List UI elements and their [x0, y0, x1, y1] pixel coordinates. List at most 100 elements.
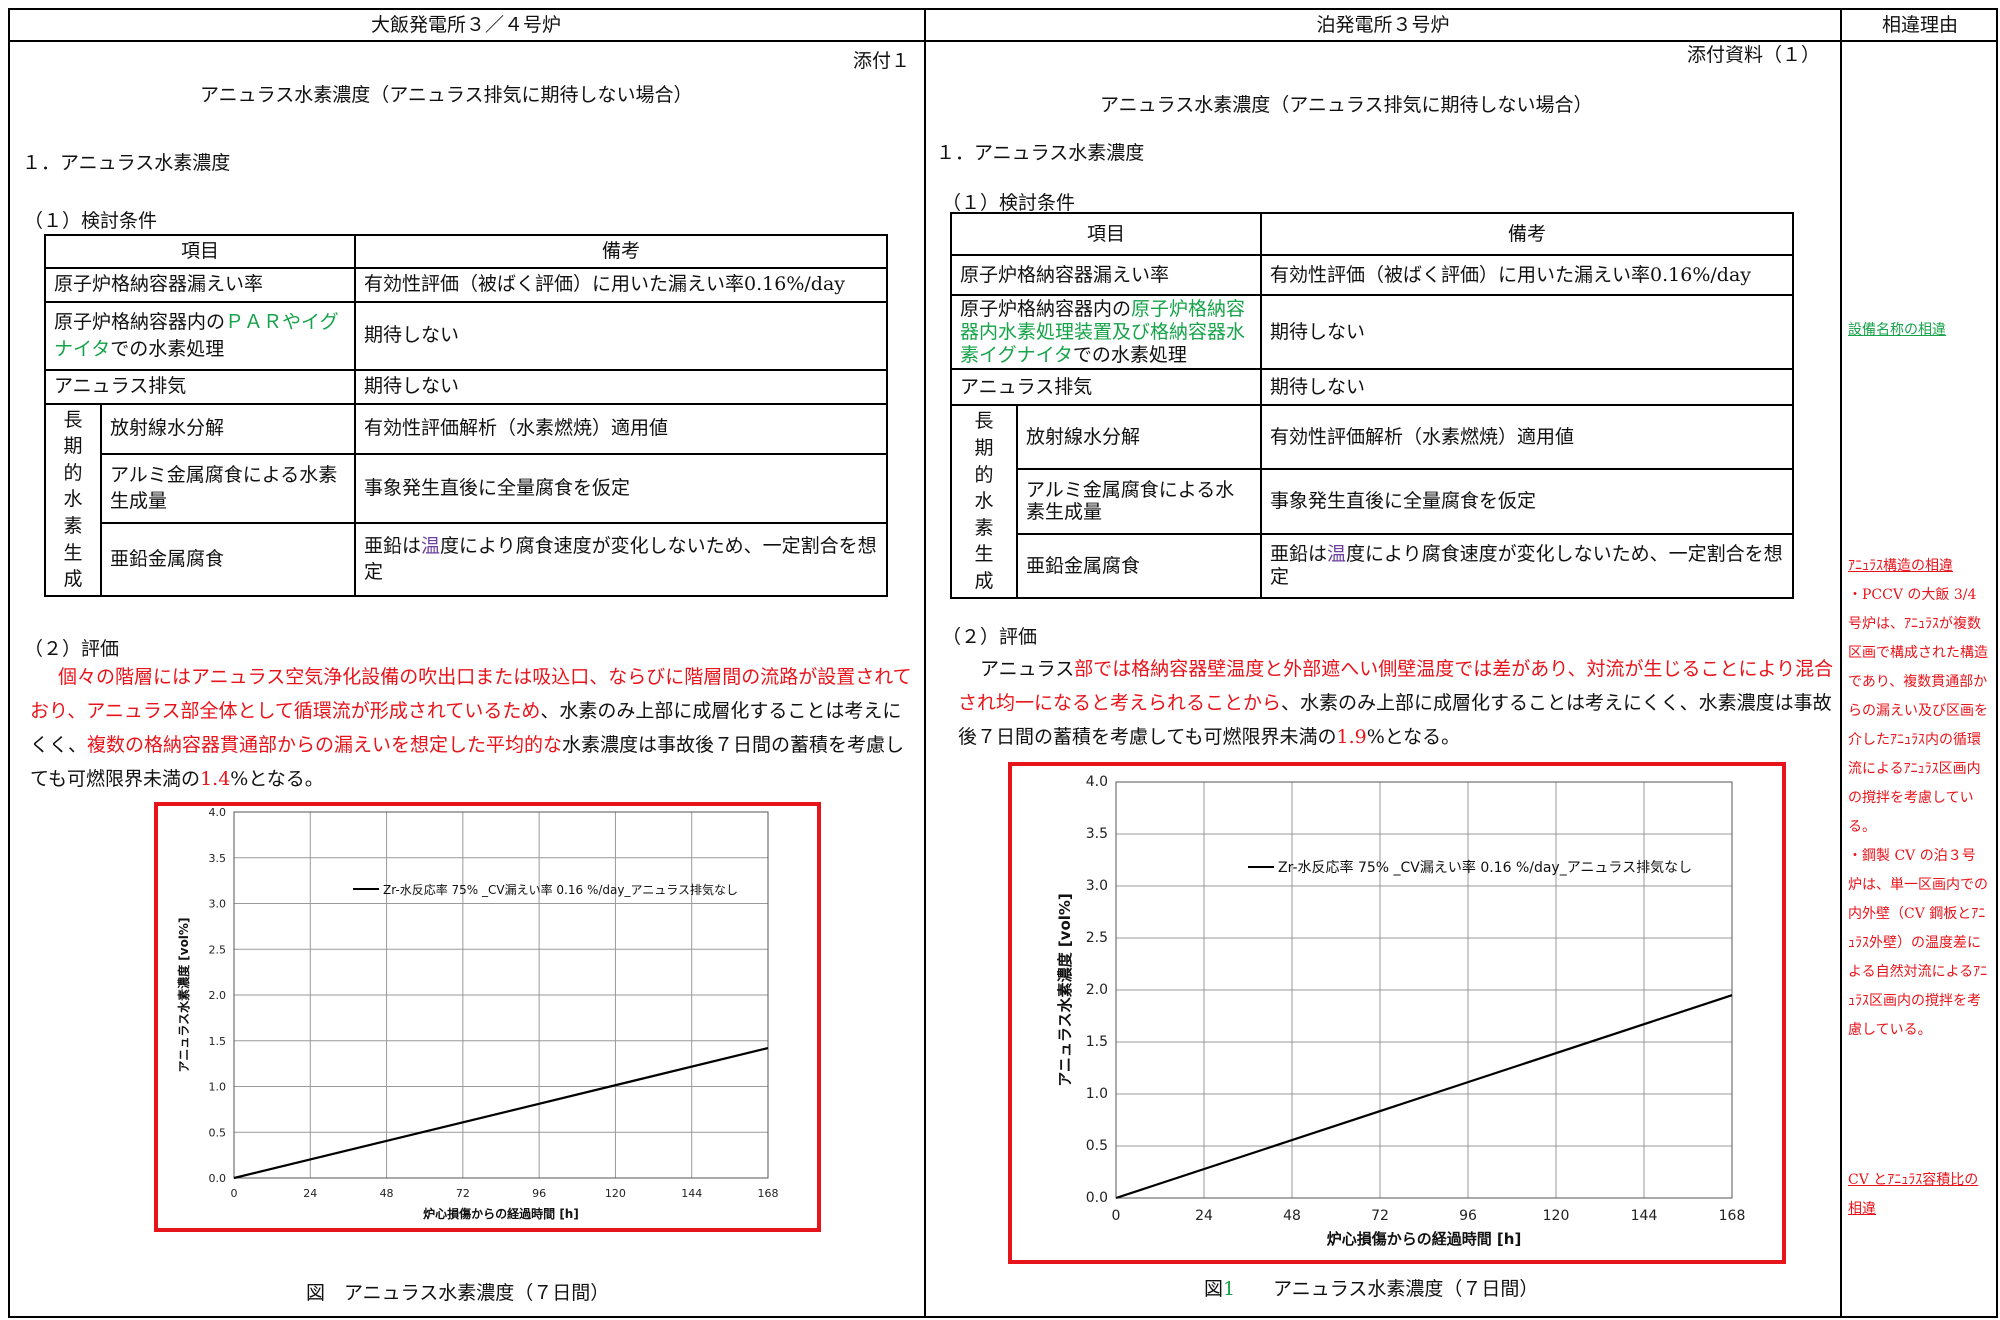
y-tick-label: 2.0 — [209, 989, 227, 1002]
table-cell: 原子炉格納容器漏えい率 — [949, 254, 1263, 296]
x-tick-label: 24 — [303, 1187, 317, 1200]
table-group-label: 長期的水素生成 — [44, 402, 102, 597]
middle-subsection-1: （１）検討条件 — [942, 192, 1076, 214]
table-cell: 有効性評価解析（水素燃焼）適用値 — [1260, 404, 1795, 470]
x-tick-label: 144 — [1631, 1208, 1658, 1224]
y-tick-label: 3.0 — [209, 898, 227, 911]
y-axis-label: アニュラス水素濃度 [vol%] — [1056, 893, 1074, 1087]
middle-chart: 0.0 0.5 1.0 1.5 2.0 2.5 3.0 3.5 4.0 0 24 48 72 96 120 1… — [1056, 774, 1746, 1248]
table-cell: 亜鉛金属腐食 — [1015, 533, 1263, 599]
left-figure-caption: 図 アニュラス水素濃度（７日間） — [306, 1282, 610, 1304]
y-tick-label: 4.0 — [209, 806, 227, 819]
legend-label: Zr-水反応率 75% _CV漏えい率 0.16 %/day_アニュラス排気なし — [1278, 859, 1692, 876]
y-tick-label: 0.0 — [1086, 1190, 1108, 1206]
table-group-label-text: 長期的水素生成 — [63, 408, 83, 591]
middle-attach-label: 添付資料（１） — [1686, 44, 1820, 66]
table-header-item: 項目 — [43, 234, 357, 269]
y-tick-label: 3.5 — [209, 852, 227, 865]
table-cell: 期待しない — [354, 368, 889, 405]
table-cell: 期待しない — [1260, 293, 1795, 371]
table-cell: 有効性評価（被ばく評価）に用いた漏えい率0.16%/day — [354, 266, 889, 303]
x-tick-label: 0 — [1112, 1208, 1121, 1224]
y-tick-label: 0.5 — [1086, 1138, 1108, 1154]
x-tick-label: 24 — [1195, 1208, 1213, 1224]
left-section-1: １．アニュラス水素濃度 — [22, 152, 231, 174]
header-ohi: 大飯発電所３／４号炉 — [370, 14, 561, 36]
table-header-remark: 備考 — [354, 234, 889, 269]
series-line — [1115, 994, 1733, 1200]
x-tick-label: 120 — [605, 1187, 626, 1200]
table-cell: 原子炉格納容器内のＰＡＲやイグナイタでの水素処理 — [43, 300, 357, 371]
y-tick-label: 1.0 — [1086, 1086, 1108, 1102]
x-tick-label: 168 — [1719, 1208, 1746, 1224]
y-tick-label: 2.5 — [209, 943, 227, 956]
table-cell: 亜鉛は温度により腐食速度が変化しないため、一定割合を想定 — [354, 521, 889, 597]
reason-facility-name: 設備名称の相違 — [1848, 322, 1946, 338]
x-axis-label: 炉心損傷からの経過時間 [h] — [423, 1206, 579, 1221]
table-cell: 有効性評価（被ばく評価）に用いた漏えい率0.16%/day — [1260, 254, 1795, 296]
y-tick-label: 4.0 — [1086, 774, 1108, 790]
table-cell: 期待しない — [354, 300, 889, 371]
column-divider — [924, 8, 926, 1318]
header-divider — [8, 40, 1998, 42]
middle-figure-caption: 図1 アニュラス水素濃度（７日間） — [1204, 1278, 1539, 1300]
x-tick-label: 72 — [1371, 1208, 1389, 1224]
reason-annulus-structure: ｱﾆｭﾗｽ構造の相違 ・PCCV の大飯 3/4 号炉は、ｱﾆｭﾗｽが複数区画で… — [1848, 558, 1988, 1038]
table-cell: 原子炉格納容器内の原子炉格納容器内水素処理装置及び格納容器水素イグナイタでの水素… — [949, 293, 1263, 371]
table-group-label: 長期的水素生成 — [950, 404, 1018, 599]
plot-area — [1115, 781, 1733, 1199]
table-cell: アニュラス排気 — [43, 368, 357, 405]
left-chart: 0.0 0.5 1.0 1.5 2.0 2.5 3.0 3.5 4.0 0 24 48 72 96 120 1… — [176, 806, 779, 1221]
table-cell: 事象発生直後に全量腐食を仮定 — [1260, 467, 1795, 536]
table-cell: 期待しない — [1260, 368, 1795, 407]
left-subsection-1: （１）検討条件 — [24, 210, 158, 232]
plot-area — [233, 811, 769, 1179]
table-cell: アルミ金属腐食による水素生成量 — [1015, 467, 1263, 536]
x-tick-label: 168 — [758, 1187, 779, 1200]
column-divider — [1840, 8, 1842, 1318]
x-tick-label: 48 — [1283, 1208, 1301, 1224]
table-cell: アニュラス排気 — [949, 368, 1263, 407]
y-tick-label: 1.5 — [1086, 1034, 1108, 1050]
table-cell: 事象発生直後に全量腐食を仮定 — [354, 452, 889, 524]
middle-section-1: １．アニュラス水素濃度 — [936, 142, 1145, 164]
y-tick-label: 1.5 — [209, 1035, 227, 1048]
x-tick-label: 72 — [456, 1187, 470, 1200]
reason-volume-ratio: CV とｱﾆｭﾗｽ容積比の相違 — [1848, 1172, 1979, 1217]
x-tick-label: 0 — [231, 1187, 238, 1200]
left-attach-label: 添付１ — [852, 50, 910, 72]
y-tick-label: 0.5 — [209, 1126, 227, 1139]
header-reason: 相違理由 — [1881, 14, 1958, 36]
left-condition-table: 項目 備考 原子炉格納容器漏えい率 有効性評価（被ばく評価）に用いた漏えい率0.… — [43, 234, 889, 597]
x-tick-label: 144 — [681, 1187, 702, 1200]
y-tick-label: 2.0 — [1086, 982, 1108, 998]
table-cell: 原子炉格納容器漏えい率 — [43, 266, 357, 303]
table-cell: 亜鉛金属腐食 — [99, 521, 357, 597]
table-cell: 有効性評価解析（水素燃焼）適用値 — [354, 402, 889, 455]
table-group-label-text: 長期的水素生成 — [974, 410, 994, 592]
table-cell: 放射線水分解 — [1015, 404, 1263, 470]
x-tick-label: 48 — [380, 1187, 394, 1200]
x-tick-label: 96 — [1459, 1208, 1477, 1224]
x-tick-label: 120 — [1543, 1208, 1570, 1224]
left-title: アニュラス水素濃度（アニュラス排気に期待しない場合） — [200, 84, 693, 106]
left-evaluation-text: 個々の階層にはアニュラス空気浄化設備の吹出口または吸込口、ならびに階層間の流路が… — [30, 666, 912, 790]
y-tick-label: 2.5 — [1086, 930, 1108, 946]
x-axis-label: 炉心損傷からの経過時間 [h] — [1327, 1230, 1522, 1248]
left-subsection-2: （２）評価 — [24, 638, 120, 660]
y-tick-label: 3.5 — [1086, 826, 1108, 842]
middle-condition-table: 項目 備考 原子炉格納容器漏えい率 有効性評価（被ばく評価）に用いた漏えい率0.… — [949, 212, 1795, 599]
header-tomari: 泊発電所３号炉 — [1316, 14, 1450, 36]
y-tick-label: 3.0 — [1086, 878, 1108, 894]
y-axis-label: アニュラス水素濃度 [vol%] — [176, 918, 191, 1073]
y-tick-label: 1.0 — [209, 1081, 227, 1094]
middle-chart-highlight-box — [1008, 762, 1786, 1264]
legend-label: Zr-水反応率 75% _CV漏えい率 0.16 %/day_アニュラス排気なし — [383, 882, 738, 897]
left-chart-highlight-box — [154, 802, 821, 1232]
table-header-item: 項目 — [949, 212, 1263, 256]
table-cell: 放射線水分解 — [99, 402, 357, 455]
middle-subsection-2: （２）評価 — [942, 626, 1038, 648]
y-tick-label: 0.0 — [209, 1172, 227, 1185]
middle-title: アニュラス水素濃度（アニュラス排気に期待しない場合） — [1100, 94, 1593, 116]
middle-evaluation-text: アニュラス部では格納容器壁温度と外部遮へい側壁温度では差があり、対流が生じること… — [958, 658, 1834, 748]
